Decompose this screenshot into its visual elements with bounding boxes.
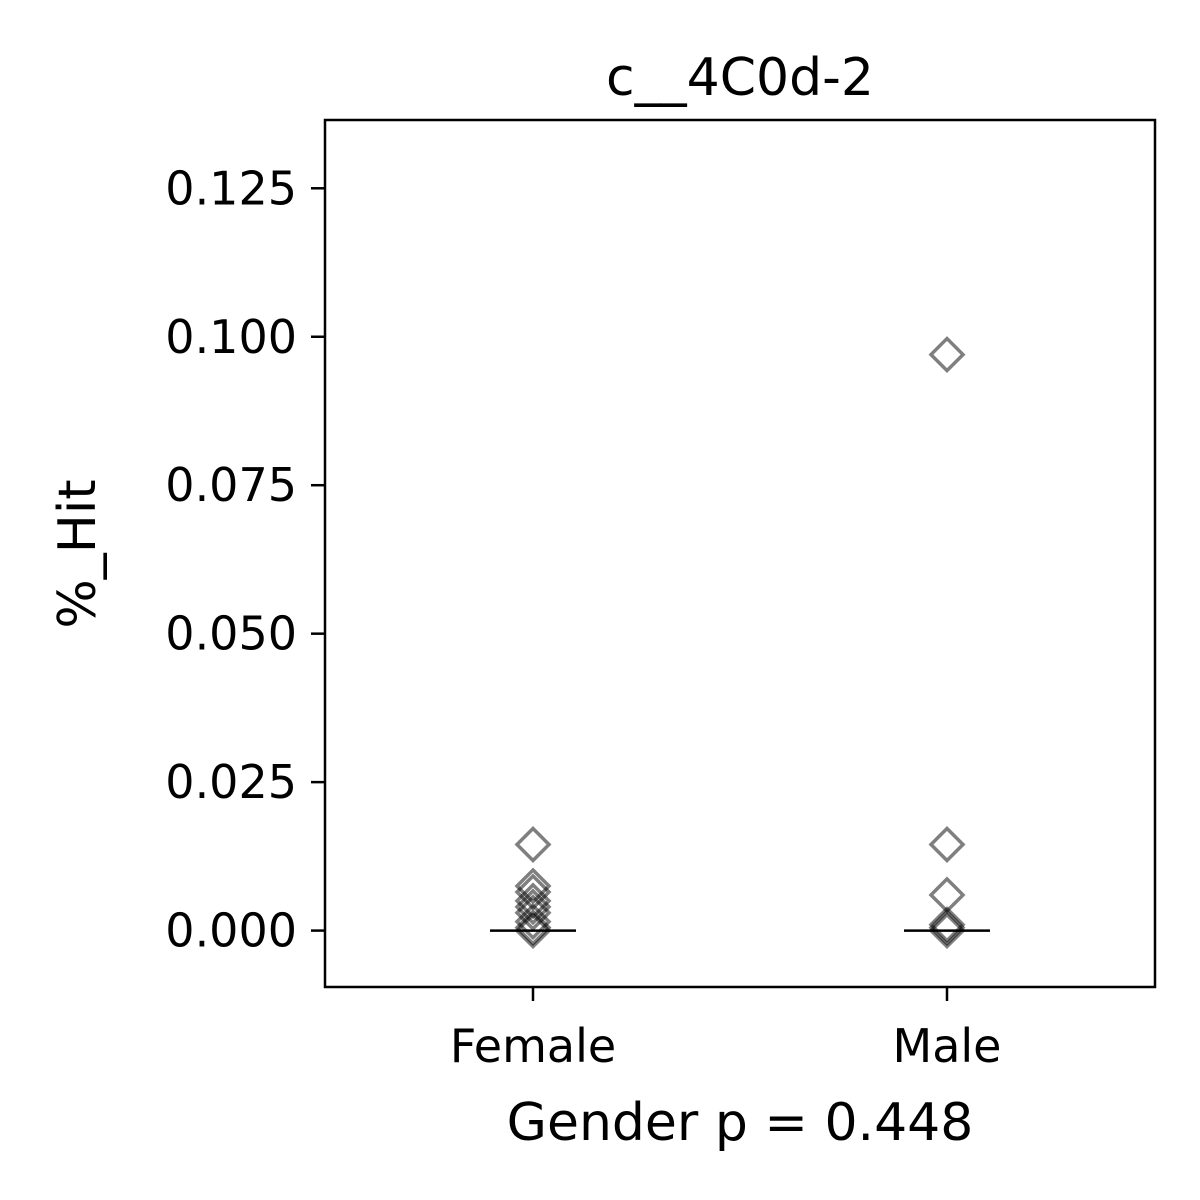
y-axis-title: %_Hit	[48, 479, 108, 628]
data-points	[514, 336, 966, 950]
data-point-male	[928, 906, 966, 944]
y-tick-label: 0.075	[165, 458, 297, 512]
data-point-male	[928, 876, 966, 914]
x-tick-label: Male	[893, 1019, 1002, 1073]
data-point-female	[514, 903, 552, 941]
data-point-female	[514, 826, 552, 863]
chart-title: c__4C0d-2	[606, 48, 874, 108]
data-point-male	[928, 826, 966, 863]
data-point-male	[928, 336, 966, 374]
data-point-female	[514, 867, 552, 905]
y-tick-label: 0.000	[165, 904, 297, 958]
data-point-female	[514, 912, 552, 950]
plot-area-frame	[323, 118, 1157, 989]
data-point-female	[514, 894, 552, 932]
data-point-female	[514, 888, 552, 926]
y-tick-label: 0.100	[165, 310, 297, 364]
y-tick-label: 0.125	[165, 161, 297, 215]
y-axis: 0.000 0.025 0.050 0.075 0.100 0.125	[165, 161, 325, 958]
data-point-male	[928, 909, 966, 947]
x-axis-title: Gender p = 0.448	[507, 1093, 974, 1153]
x-tick-label: Female	[450, 1019, 616, 1073]
y-tick-label: 0.050	[165, 607, 297, 661]
data-point-male	[928, 912, 966, 950]
data-point-female	[514, 909, 552, 947]
y-tick-label: 0.025	[165, 755, 297, 809]
x-axis: Female Male	[450, 987, 1002, 1073]
